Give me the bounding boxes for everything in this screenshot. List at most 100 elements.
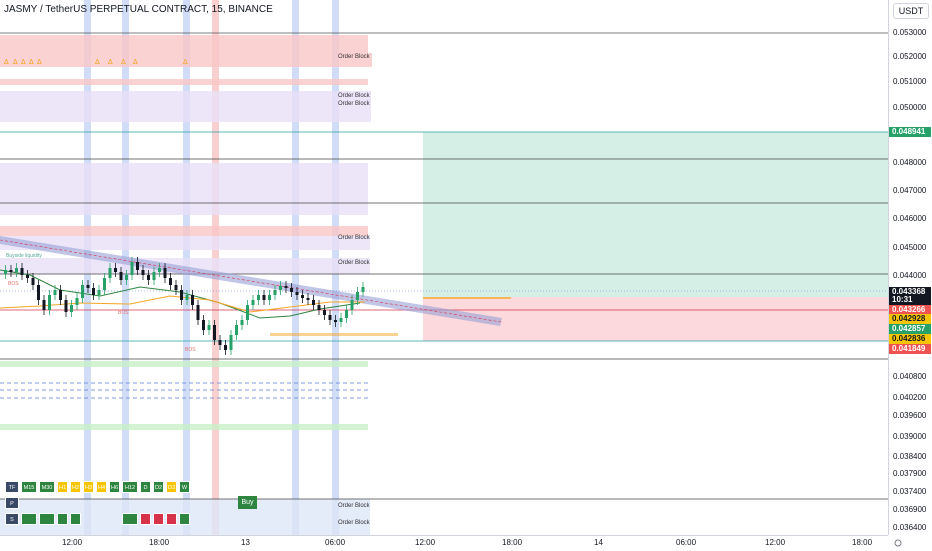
alert-marker: ∆ <box>132 58 138 66</box>
time-tick-label: 12:00 <box>62 538 83 547</box>
candle-body <box>147 275 150 280</box>
candle-body <box>257 295 260 300</box>
price-tag: 0.042857 <box>889 324 931 334</box>
price-tick-label: 0.044000 <box>893 271 927 280</box>
order-block-zone <box>0 424 368 430</box>
alert-marker: ∆ <box>3 58 9 66</box>
price-tick-label: 0.053000 <box>893 28 927 37</box>
order-block-zone <box>0 35 368 53</box>
alert-marker: ∆ <box>120 58 126 66</box>
price-tick-label: 0.050000 <box>893 103 927 112</box>
candle-body <box>152 272 156 280</box>
candle-body <box>306 298 310 300</box>
candle-body <box>284 286 288 288</box>
candle-body <box>251 300 255 305</box>
price-tick-label: 0.040800 <box>893 372 927 381</box>
candle-body <box>81 285 84 298</box>
order-block-zone <box>0 91 371 122</box>
settings-gear-icon[interactable] <box>891 538 905 548</box>
candle-body <box>136 262 139 270</box>
candle-body <box>196 305 200 320</box>
candle-body <box>262 295 266 300</box>
tf-cell: H4 <box>96 481 107 493</box>
candle-body <box>53 290 57 295</box>
fvg-line <box>423 297 511 299</box>
buyside-liquidity-label: Buyside liquidity <box>6 253 42 259</box>
candle-body <box>356 292 359 300</box>
price-tick-label: 0.045000 <box>893 243 927 252</box>
price-tick-label: 0.037900 <box>893 469 927 478</box>
candle-body <box>59 290 62 300</box>
alert-marker: ∆ <box>94 58 100 66</box>
tf-cell: H2 <box>70 481 81 493</box>
candle-body <box>213 325 216 340</box>
candle-body <box>42 300 46 310</box>
currency-selector[interactable]: USDT <box>893 3 929 19</box>
price-axis[interactable] <box>888 0 932 535</box>
price-tag: 0.042836 <box>889 334 931 344</box>
candle-body <box>328 315 332 320</box>
candle-body <box>37 285 40 300</box>
price-tick-label: 0.052000 <box>893 52 927 61</box>
tf-cell: H1 <box>57 481 68 493</box>
candle-body <box>350 300 354 310</box>
candle-body <box>202 320 205 330</box>
tf-cell: H12 <box>122 481 138 493</box>
candle-body <box>218 340 222 345</box>
order-block-zone <box>0 226 368 236</box>
time-axis[interactable] <box>0 535 888 551</box>
tf-cell: D <box>140 481 151 493</box>
signal-cell <box>122 513 138 525</box>
p-row-label: P <box>5 497 19 509</box>
order-block-zone <box>0 79 368 85</box>
price-tag: 0.041849 <box>889 344 931 354</box>
time-tick-label: 12:00 <box>765 538 786 547</box>
price-tick-label: 0.051000 <box>893 77 927 86</box>
price-tick-label: 0.036400 <box>893 523 927 532</box>
time-tick-label: 18:00 <box>149 538 170 547</box>
price-tag: 0.048941 <box>889 127 931 137</box>
chart-area[interactable]: ∆ ∆ ∆ ∆ ∆ ∆ ∆ ∆ ∆ ∆ <box>0 0 888 535</box>
candle-body <box>48 295 51 310</box>
tf-header-cell: TF <box>5 481 19 493</box>
bos-label: BOS <box>118 310 129 316</box>
symbol-title[interactable]: JASMY / TetherUS PERPETUAL CONTRACT, 15,… <box>4 4 273 15</box>
alert-marker: ∆ <box>182 58 188 66</box>
order-block-label: Order Block <box>338 260 370 266</box>
candle-body <box>64 300 68 312</box>
candle-body <box>31 278 35 285</box>
fvg-line <box>270 333 398 336</box>
candle-body <box>75 298 79 305</box>
tf-cell: M15 <box>21 481 37 493</box>
bos-label: BOS <box>185 347 196 353</box>
order-block-label: Order Block <box>338 93 370 99</box>
price-tick-label: 0.036900 <box>893 505 927 514</box>
candle-body <box>317 305 321 310</box>
candle-body <box>125 275 128 280</box>
tf-cell: M30 <box>39 481 55 493</box>
candle-body <box>240 320 244 325</box>
price-tag: 0.042928 <box>889 314 931 324</box>
time-tick-label: 06:00 <box>325 538 346 547</box>
order-block-label: Order Block <box>338 235 370 241</box>
tf-cell: D3 <box>166 481 177 493</box>
alert-marker: ∆ <box>28 58 34 66</box>
signal-cell <box>21 513 37 525</box>
candle-body <box>273 290 277 295</box>
alert-marker: ∆ <box>20 58 26 66</box>
tf-cell: H3 <box>83 481 94 493</box>
candle-body <box>301 295 304 298</box>
price-tick-label: 0.047000 <box>893 186 927 195</box>
candle-body <box>185 295 189 300</box>
s-row-label: S <box>5 513 19 525</box>
candle-body <box>86 285 90 288</box>
candle-body <box>4 270 7 274</box>
candle-body <box>163 268 167 278</box>
candle-body <box>290 288 293 292</box>
price-tag: 0.043266 <box>889 305 931 315</box>
candle-body <box>20 268 24 275</box>
price-chart[interactable]: ∆ ∆ ∆ ∆ ∆ ∆ ∆ ∆ ∆ ∆ <box>0 0 888 535</box>
candle-body <box>229 335 233 350</box>
signal-cell <box>140 513 151 525</box>
candle-body <box>246 305 249 320</box>
